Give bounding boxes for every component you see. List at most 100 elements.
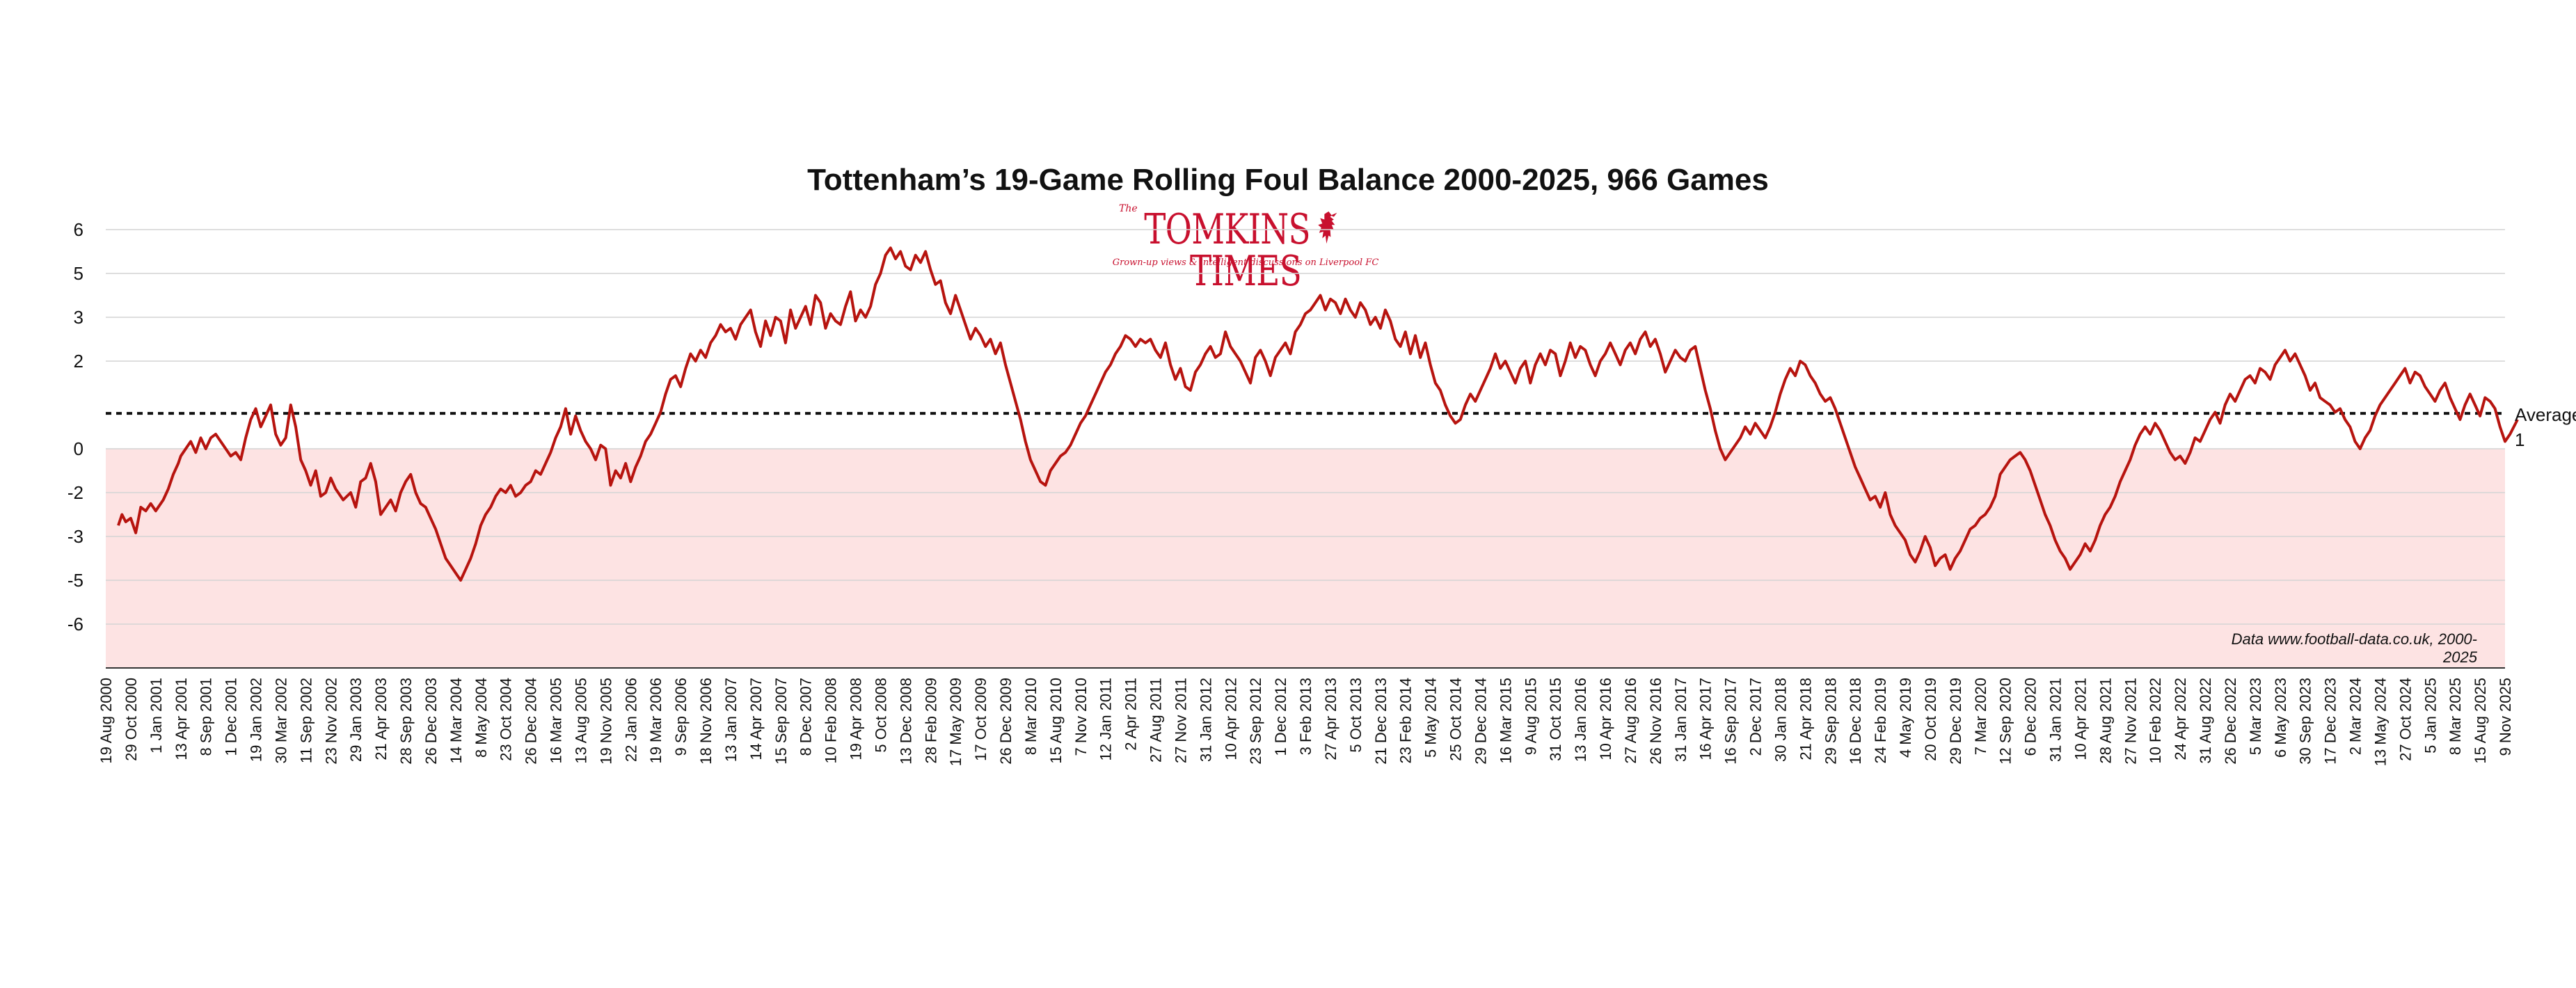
x-tick-label: 2 Apr 2011 (1122, 678, 1140, 751)
x-tick-label: 13 Jan 2007 (722, 678, 740, 762)
x-tick-label: 3 Feb 2013 (1297, 678, 1314, 755)
x-tick-label: 10 Feb 2022 (2147, 678, 2164, 764)
x-tick-label: 16 Mar 2015 (1497, 678, 1514, 764)
average-label-text: Average (2515, 404, 2576, 425)
chart-title: Tottenham’s 19-Game Rolling Foul Balance… (807, 163, 1769, 197)
y-tick-label: 2 (74, 351, 84, 372)
x-tick-label: 19 Apr 2008 (848, 678, 865, 760)
x-tick-label: 9 Aug 2015 (1522, 678, 1539, 755)
x-tick-label: 19 Jan 2002 (248, 678, 265, 762)
x-tick-label: 31 Jan 2017 (1672, 678, 1689, 762)
x-tick-label: 28 Feb 2009 (922, 678, 939, 764)
x-tick-label: 5 May 2014 (1422, 678, 1440, 758)
x-tick-label: 30 Jan 2018 (1772, 678, 1789, 762)
x-tick-label: 14 Apr 2007 (747, 678, 765, 760)
liver-bird-icon (1318, 211, 1337, 244)
y-tick-label: -2 (67, 482, 84, 503)
logo-tagline: Grown-up views & intelligent discussions… (1112, 257, 1379, 268)
x-tick-label: 13 Aug 2005 (572, 678, 589, 764)
x-tick-label: 22 Jan 2006 (622, 678, 639, 762)
x-tick-label: 21 Apr 2003 (372, 678, 390, 760)
x-tick-label: 21 Dec 2013 (1372, 678, 1390, 765)
x-tick-label: 10 Apr 2012 (1222, 678, 1239, 760)
x-tick-label: 18 Nov 2006 (697, 678, 715, 765)
average-label: Average 1 (2515, 402, 2576, 452)
x-tick-label: 6 Dec 2020 (2022, 678, 2040, 756)
x-tick-label: 13 Apr 2001 (173, 678, 190, 760)
x-tick-label: 13 Dec 2008 (897, 678, 914, 765)
x-tick-label: 25 Oct 2014 (1447, 678, 1465, 761)
x-tick-label: 8 Dec 2007 (797, 678, 815, 756)
x-tick-label: 8 Mar 2010 (1022, 678, 1040, 755)
x-tick-label: 29 Oct 2000 (122, 678, 140, 761)
x-tick-label: 1 Jan 2001 (148, 678, 165, 754)
y-tick-label: -6 (67, 614, 84, 635)
x-tick-label: 14 Mar 2004 (447, 678, 465, 764)
x-tick-label: 5 Mar 2023 (2247, 678, 2264, 755)
x-tick-label: 30 Mar 2002 (272, 678, 289, 764)
x-tick-label: 26 Dec 2022 (2222, 678, 2239, 765)
x-tick-label: 15 Aug 2025 (2472, 678, 2489, 764)
x-tick-label: 23 Feb 2014 (1397, 678, 1415, 764)
x-tick-label: 16 Apr 2017 (1697, 678, 1715, 760)
y-tick-label: -3 (67, 526, 84, 547)
x-tick-label: 30 Sep 2023 (2297, 678, 2314, 765)
y-tick-label: 5 (74, 263, 84, 284)
x-tick-label: 28 Aug 2021 (2097, 678, 2114, 764)
x-tick-label: 23 Nov 2002 (322, 678, 340, 765)
x-tick-label: 4 May 2019 (1897, 678, 1914, 758)
x-tick-label: 27 Aug 2016 (1622, 678, 1639, 764)
x-tick-label: 24 Feb 2019 (1872, 678, 1889, 764)
x-tick-label: 16 Mar 2005 (548, 678, 565, 764)
y-tick-label: 6 (74, 219, 84, 240)
x-tick-label: 29 Dec 2019 (1947, 678, 1964, 765)
x-tick-label: 26 Dec 2004 (523, 678, 540, 765)
x-tick-label: 31 Oct 2015 (1547, 678, 1564, 761)
x-tick-label: 31 Jan 2012 (1197, 678, 1214, 762)
x-tick-label: 16 Dec 2018 (1847, 678, 1864, 765)
x-tick-label: 10 Apr 2021 (2072, 678, 2089, 760)
x-tick-label: 11 Sep 2002 (297, 678, 315, 763)
x-tick-label: 9 Sep 2006 (672, 678, 690, 756)
x-tick-label: 19 Mar 2006 (647, 678, 665, 764)
x-tick-label: 29 Jan 2003 (347, 678, 365, 762)
x-tick-label: 21 Apr 2018 (1797, 678, 1814, 760)
x-tick-label: 13 Jan 2016 (1572, 678, 1589, 762)
logo-right-word: TIMES (1190, 247, 1302, 296)
x-tick-label: 31 Jan 2021 (2047, 678, 2065, 762)
x-tick-label: 27 Aug 2011 (1147, 678, 1165, 763)
x-tick-label: 23 Sep 2012 (1247, 678, 1264, 765)
x-tick-label: 5 Jan 2025 (2422, 678, 2439, 754)
x-tick-label: 27 Nov 2021 (2122, 678, 2139, 765)
source-note: Data www.football-data.co.uk, 2000-2025 (2231, 630, 2477, 666)
x-tick-label: 1 Dec 2001 (223, 678, 240, 756)
x-tick-label: 9 Nov 2025 (2497, 678, 2514, 756)
x-tick-label: 8 Sep 2001 (198, 678, 215, 756)
x-tick-label: 23 Oct 2004 (498, 678, 515, 761)
x-tick-label: 20 Oct 2019 (1922, 678, 1939, 761)
logo-the: The (1119, 203, 1138, 214)
x-tick-label: 27 Nov 2011 (1172, 678, 1189, 763)
x-tick-label: 31 Aug 2022 (2197, 678, 2214, 764)
x-tick-label: 27 Apr 2013 (1322, 678, 1339, 760)
x-tick-label: 8 May 2004 (472, 678, 490, 758)
x-tick-label: 26 Dec 2009 (997, 678, 1015, 765)
x-tick-label: 29 Dec 2014 (1472, 678, 1489, 765)
x-tick-label: 19 Nov 2005 (597, 678, 614, 765)
x-tick-label: 5 Oct 2013 (1347, 678, 1365, 753)
x-tick-label: 13 May 2024 (2371, 678, 2389, 766)
x-tick-label: 26 Dec 2003 (422, 678, 440, 765)
y-tick-label: 3 (74, 307, 84, 328)
x-tick-label: 12 Jan 2011 (1097, 678, 1115, 760)
x-tick-label: 7 Nov 2010 (1072, 678, 1090, 756)
x-tick-label: 27 Oct 2024 (2396, 678, 2414, 761)
x-tick-label: 15 Sep 2007 (772, 678, 790, 765)
x-tick-label: 19 Aug 2000 (97, 678, 115, 764)
x-tick-label: 26 Nov 2016 (1647, 678, 1664, 765)
x-tick-label: 17 Oct 2009 (972, 678, 989, 761)
x-tick-label: 12 Sep 2020 (1997, 678, 2014, 765)
series-line (117, 246, 2519, 582)
x-tick-label: 10 Apr 2016 (1597, 678, 1614, 760)
average-label-value: 1 (2515, 429, 2525, 450)
